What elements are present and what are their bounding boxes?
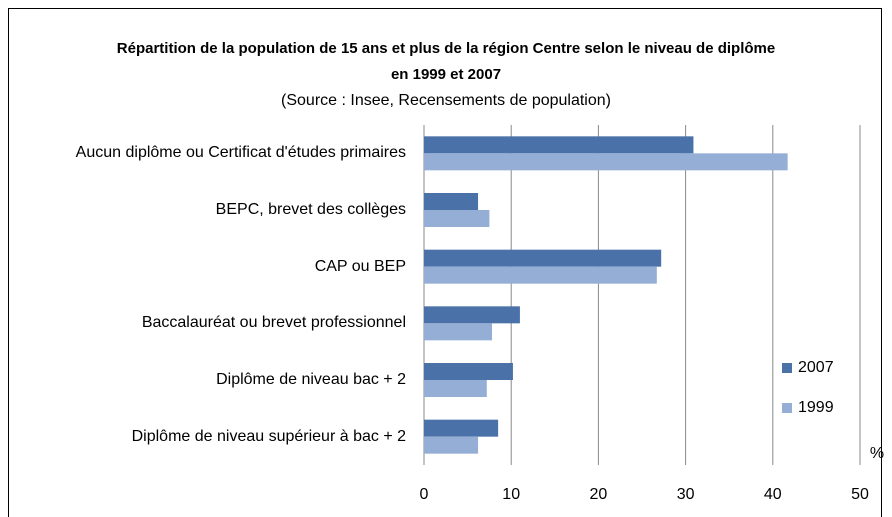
legend-label: 1999: [798, 399, 834, 416]
y-tick-label: Diplôme de niveau bac + 2: [20, 367, 406, 393]
chart-title: Répartition de la population de 15 ans e…: [116, 40, 776, 83]
bar: [424, 153, 788, 171]
category-text: Aucun diplôme ou Certificat d'études pri…: [75, 144, 406, 162]
bar: [424, 193, 479, 210]
x-tick-label: 0: [420, 486, 429, 503]
bar: [424, 210, 490, 227]
category-text: Diplôme de niveau bac + 2: [216, 371, 406, 388]
legend-swatch: [782, 363, 792, 373]
bar: [424, 323, 493, 341]
x-tick-label: 10: [502, 486, 520, 503]
bar: [424, 249, 662, 267]
x-tick-label: 40: [764, 486, 782, 503]
category-text: BEPC, brevet des collèges: [215, 201, 406, 218]
y-tick-label: CAP ou BEP: [20, 254, 406, 280]
bar: [424, 380, 487, 397]
y-tick-label: Baccalauréat ou brevet professionnel: [20, 310, 406, 336]
y-tick-label: BEPC, brevet des collèges: [20, 197, 406, 223]
chart-frame: [8, 8, 882, 517]
category-text: Diplôme de niveau supérieur à bac + 2: [131, 427, 406, 445]
bar: [424, 266, 657, 284]
y-tick-label: Aucun diplôme ou Certificat d'études pri…: [20, 140, 406, 166]
bar: [424, 419, 499, 437]
bar: [424, 136, 694, 154]
x-tick-label: 50: [851, 486, 869, 503]
bar: [424, 363, 513, 380]
legend-label: 2007: [798, 359, 834, 376]
bar: [424, 306, 520, 324]
x-axis-label: %: [870, 445, 884, 462]
category-text: Baccalauréat ou brevet professionnel: [141, 314, 406, 332]
x-tick-label: 20: [590, 486, 608, 503]
chart-subtitle: (Source : Insee, Recensements de populat…: [281, 92, 611, 109]
legend-swatch: [782, 403, 792, 413]
category-text: CAP ou BEP: [314, 257, 406, 275]
bar: [424, 436, 479, 454]
y-tick-label: Diplôme de niveau supérieur à bac + 2: [20, 424, 406, 450]
x-tick-label: 30: [677, 486, 695, 503]
